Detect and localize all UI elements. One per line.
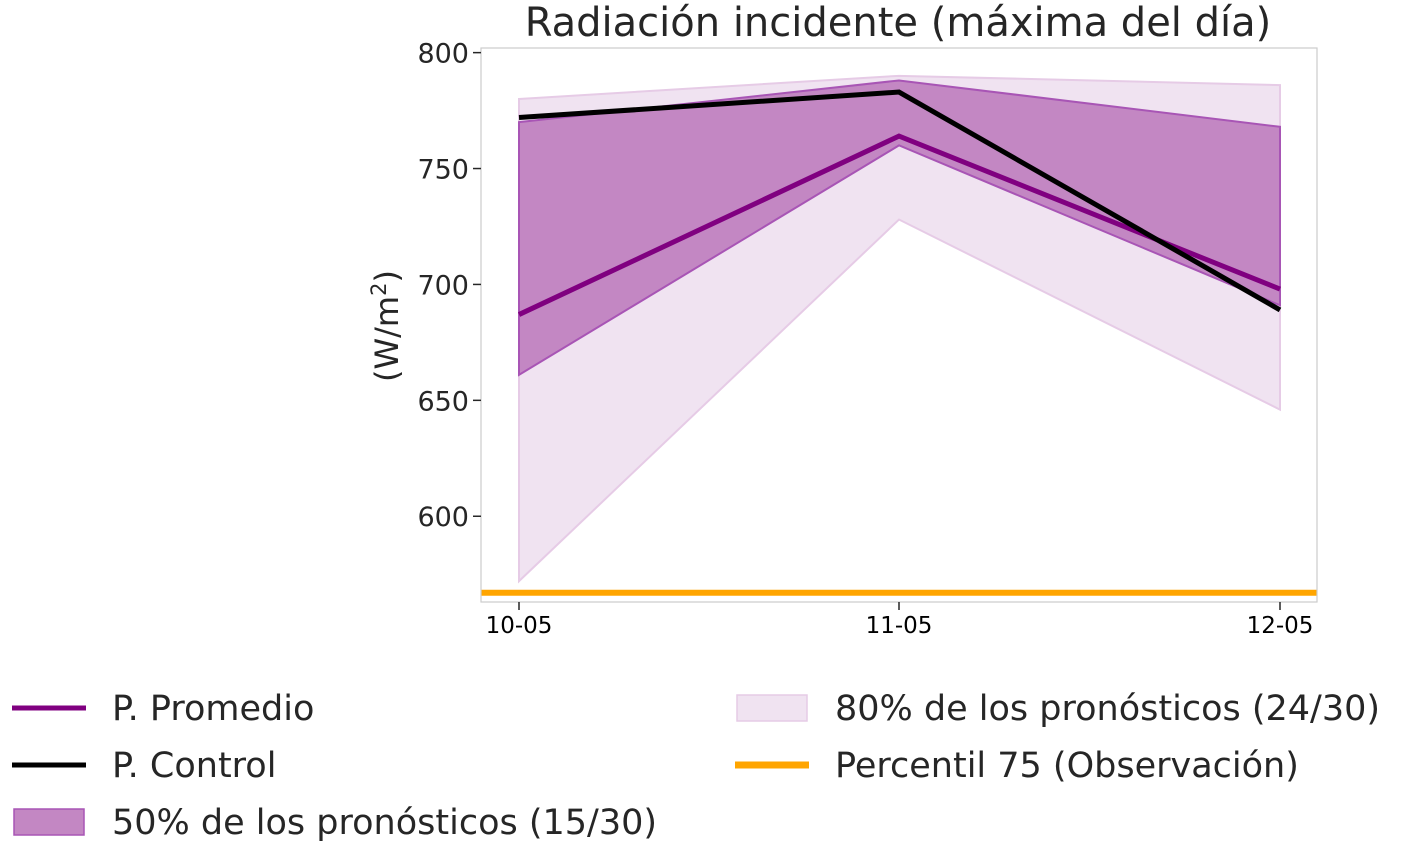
x-tick-label-1: 11-05: [866, 613, 933, 639]
legend-label-4: Percentil 75 (Observación): [835, 746, 1299, 786]
y-tick-label-2: 700: [417, 270, 469, 301]
y-tick-label-1: 650: [417, 386, 469, 417]
legend-label-2: 50% de los pronósticos (15/30): [112, 803, 657, 843]
legend-swatch-3: [736, 694, 808, 722]
band-series-2: [518, 79, 1281, 377]
chart-title: Radiación incidente (máxima del día): [525, 0, 1272, 46]
y-tick-label-0: 600: [417, 502, 469, 533]
y-axis: 600 650 700 750 800: [417, 39, 481, 533]
y-tick-label-3: 750: [417, 155, 469, 186]
legend-swatch-2: [13, 808, 85, 836]
x-tick-label-0: 10-05: [486, 613, 553, 639]
legend-label-0: P. Promedio: [112, 689, 314, 729]
x-tick-label-2: 12-05: [1247, 613, 1314, 639]
plot-lines: [481, 89, 1317, 596]
legend: P. Promedio P. Control 50% de los pronósti…: [12, 689, 1380, 843]
y-tick-label-4: 800: [417, 39, 469, 70]
x-axis: 10-05 11-05 12-05: [486, 602, 1314, 639]
line-series-1: [518, 89, 1282, 313]
legend-label-3: 80% de los pronósticos (24/30): [835, 689, 1380, 729]
legend-label-1: P. Control: [112, 746, 276, 786]
plot-bands: [518, 74, 1281, 584]
y-axis-label: (W/m2): [367, 270, 406, 382]
